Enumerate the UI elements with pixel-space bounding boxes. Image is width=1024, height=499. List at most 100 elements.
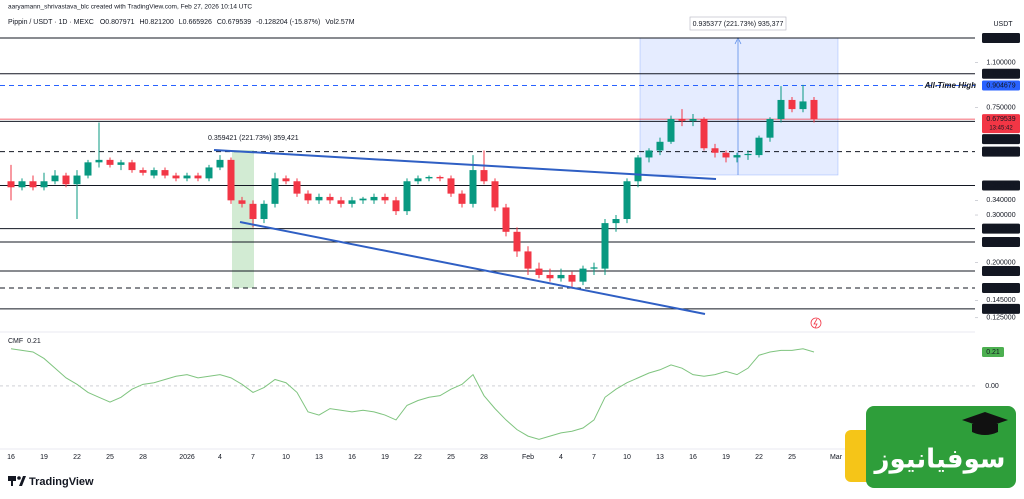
candle-body [788,99,796,110]
x-tick-label: Mar [830,454,843,461]
price-label: 0.904679 [986,82,1015,89]
price-label-box [982,223,1020,234]
candle-body [612,218,620,224]
candle-body [51,175,59,182]
x-tick-label: 4 [218,454,222,461]
candle-body [469,170,477,204]
attribution: aaryamann_shrivastava_blc created with T… [8,4,252,11]
cmf-name: CMF [8,338,23,345]
y-tick-label: 0.200000 [986,259,1015,266]
price-label-box [982,266,1020,277]
x-tick-label: 25 [788,454,796,461]
measure-label-box [689,16,787,31]
tradingview-logo: TradingView [8,476,94,488]
trendline [239,221,706,315]
candle-body [447,178,455,194]
watermark: سوفیانیوز [845,406,1016,488]
x-tick-label: 16 [7,454,15,461]
x-tick-label: 28 [139,454,147,461]
candle-body [601,223,609,269]
trendline [213,149,717,180]
candle-body [689,119,697,121]
candle-body [436,176,444,179]
candle-body [7,181,15,188]
y-tick-label: 0.125000 [986,315,1015,322]
candle-body [315,196,323,201]
x-tick-label: 22 [73,454,81,461]
candle-body [359,198,367,201]
x-tick-label: 7 [592,454,596,461]
candle-body [733,155,741,158]
candle-body [205,167,213,179]
candle-body [216,159,224,168]
candle-body [568,274,576,282]
currency: USDT [993,21,1013,28]
candle-body [304,193,312,201]
ohlc-value: C0.679539 [217,19,251,26]
price-label-box [982,80,1020,91]
x-tick-label: 16 [689,454,697,461]
candle-body [722,152,730,158]
price-label-box [982,180,1020,191]
measure-label: 0.935377 (221.73%) 935,377 [693,21,784,28]
candle-body [139,170,147,173]
x-tick-label: 19 [722,454,730,461]
alert-icon [810,317,822,329]
price-label: 1.000000 [986,71,1015,78]
price-label: 0.238353 [986,239,1015,246]
x-tick-label: 28 [480,454,488,461]
candle-body [458,193,466,204]
x-tick-label: 10 [282,454,290,461]
candle-body [524,251,532,269]
y-tick-label: 0.340000 [986,197,1015,204]
candle-body [480,170,488,182]
x-tick-label: 10 [623,454,631,461]
candle-body [799,101,807,110]
cmf-current: 0.21 [27,338,41,345]
candle-body [623,181,631,219]
candle-body [183,175,191,179]
candle-body [106,159,114,165]
x-tick-label: 25 [106,454,114,461]
candle-body [227,159,235,201]
x-tick-label: 22 [755,454,763,461]
candle-body [634,157,642,182]
y-tick-label: 0.300000 [986,212,1015,219]
candle-body [84,162,92,176]
price-label-box [982,114,1020,134]
candle-body [656,141,664,151]
candle-body [414,178,422,182]
candle-body [513,231,521,252]
ath-label: All-Time High [924,81,977,90]
price-label-box [982,68,1020,79]
price-label: 0.267124 [986,225,1015,232]
measure-strip [232,150,254,288]
price-label: 0.134743 [986,306,1015,313]
candle-body [810,99,818,120]
candle-body [337,200,345,204]
measure-label: 0.359421 (221.73%) 359,421 [208,135,299,142]
x-tick-label: 19 [40,454,48,461]
y-tick-label: 0.145000 [986,297,1015,304]
logo-mark [11,476,13,486]
ohlc-value: L0.665926 [179,19,212,26]
candle-body [645,150,653,158]
cmf-tick-label: 0.00 [985,383,999,390]
candle-body [172,175,180,179]
candle-body [491,181,499,208]
x-tick-label: 2026 [179,454,195,461]
candle-body [403,181,411,212]
x-tick-label: 7 [251,454,255,461]
symbol: Pippin / USDT · 1D · MEXC [8,19,94,26]
candle-body [73,175,81,185]
x-tick-label: 22 [414,454,422,461]
cmf-line [10,348,815,440]
measure-box [639,37,839,176]
candle-body [62,175,70,185]
candle-body [194,175,202,179]
price-label: 0.161080 [986,285,1015,292]
price-label-box [982,237,1020,248]
price-label: 0.666529 [986,136,1015,143]
price-label: 0.385881 [986,182,1015,189]
ohlc-value: Vol2.57M [325,19,354,26]
